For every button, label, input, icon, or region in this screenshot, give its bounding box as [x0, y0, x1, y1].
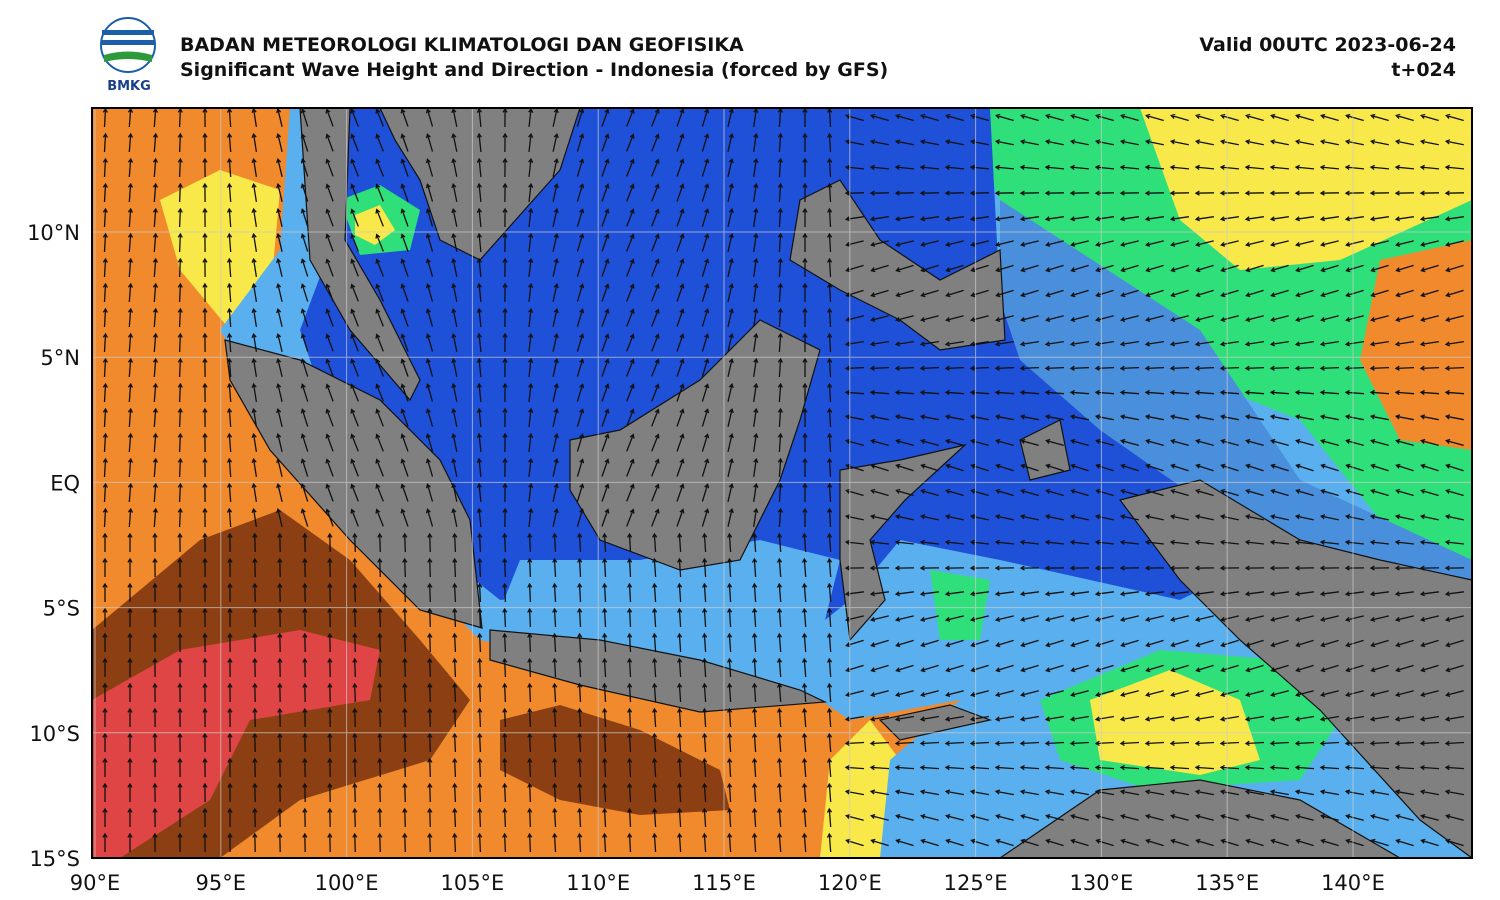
- lon-label: 105°E: [440, 871, 504, 895]
- axes: 10°N 5°N EQ 5°S 10°S 15°S90°E 95°E 100°E 105°E 11…: [27, 221, 1385, 895]
- lon-label: 135°E: [1195, 871, 1259, 895]
- lon-label: 100°E: [315, 871, 379, 895]
- map-frame: [91, 107, 1473, 859]
- lon-label: 115°E: [692, 871, 756, 895]
- lon-label: 110°E: [566, 871, 630, 895]
- lat-label: 5°S: [43, 597, 80, 621]
- lon-label: 95°E: [196, 871, 247, 895]
- wave-direction-arrows: [102, 108, 1465, 853]
- header-subtitle: Significant Wave Height and Direction - …: [180, 59, 888, 81]
- graticule: [92, 108, 1472, 858]
- forecast-step: t+024: [1391, 59, 1456, 81]
- lat-label: 5°N: [40, 346, 80, 370]
- valid-time: Valid 00UTC 2023-06-24: [1199, 34, 1456, 56]
- lon-label: 120°E: [818, 871, 882, 895]
- lon-label: 130°E: [1069, 871, 1133, 895]
- header-title: BADAN METEOROLOGI KLIMATOLOGI DAN GEOFIS…: [180, 34, 744, 56]
- lon-label: 140°E: [1321, 871, 1385, 895]
- logo-text: BMKG: [107, 79, 151, 94]
- lon-label: 90°E: [70, 871, 121, 895]
- lat-label: 10°S: [29, 722, 80, 746]
- wave-height-field: [92, 108, 1472, 858]
- lon-label: 125°E: [944, 871, 1008, 895]
- logo: BMKG: [100, 17, 156, 94]
- lat-label: 10°N: [27, 221, 80, 245]
- lat-label: EQ: [50, 471, 80, 495]
- lat-label: 15°S: [29, 847, 80, 871]
- land: [224, 108, 1472, 858]
